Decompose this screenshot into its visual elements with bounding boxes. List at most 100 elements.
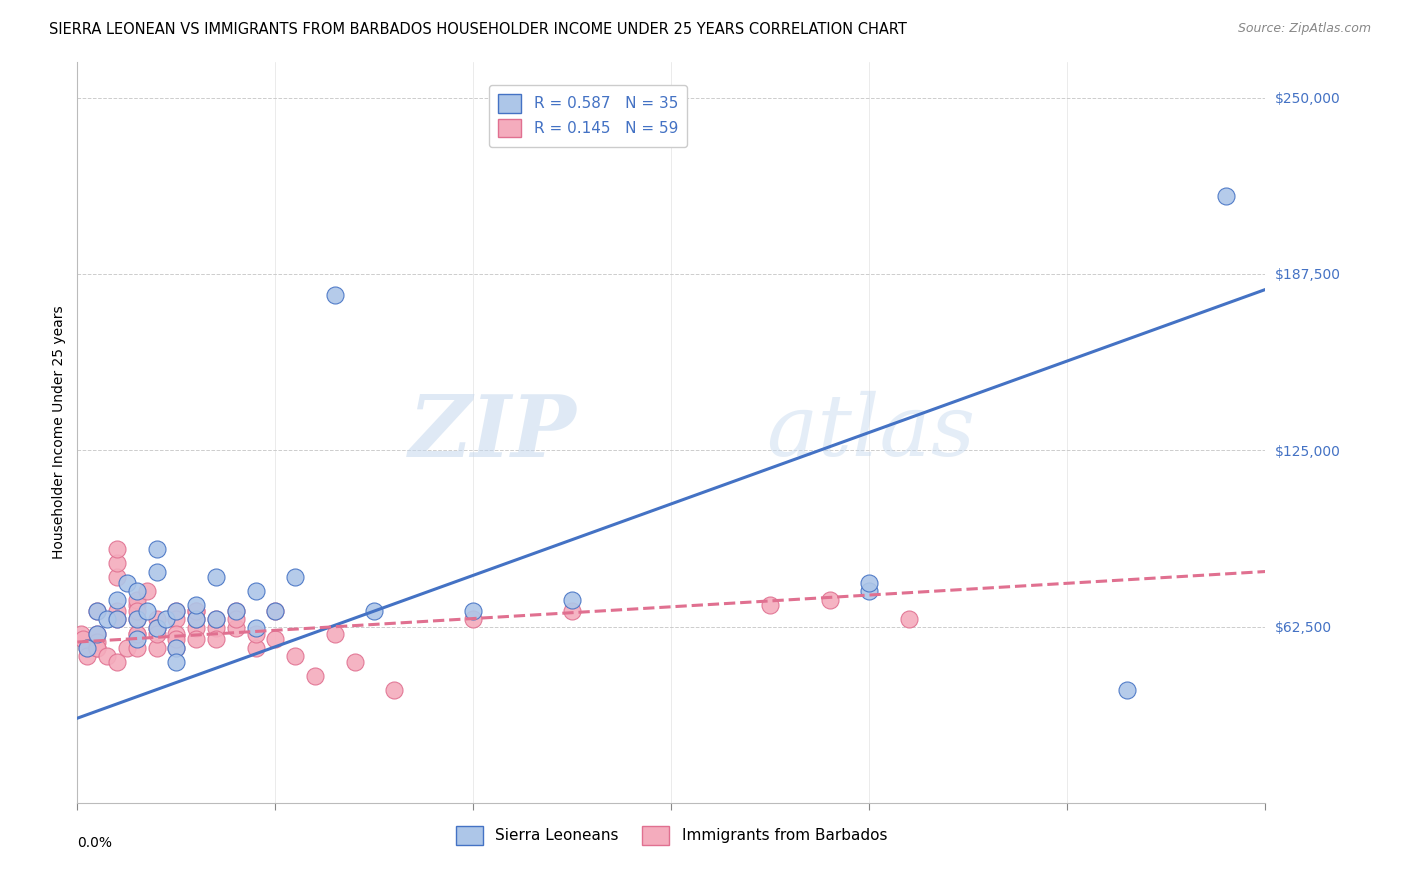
Point bbox=[205, 632, 228, 647]
Point bbox=[125, 612, 148, 626]
Point bbox=[72, 632, 94, 647]
Point bbox=[225, 612, 247, 626]
Point bbox=[225, 604, 247, 618]
Point bbox=[76, 640, 98, 655]
Text: ZIP: ZIP bbox=[409, 391, 576, 475]
Point bbox=[125, 604, 148, 618]
Point bbox=[343, 655, 366, 669]
Point bbox=[145, 612, 167, 626]
Point bbox=[1215, 189, 1237, 203]
Point bbox=[145, 626, 167, 640]
Text: atlas: atlas bbox=[766, 392, 976, 474]
Point bbox=[76, 640, 98, 655]
Point bbox=[165, 626, 187, 640]
Text: 0.0%: 0.0% bbox=[77, 836, 112, 850]
Point bbox=[125, 640, 148, 655]
Point bbox=[186, 612, 208, 626]
Point bbox=[225, 621, 247, 635]
Point bbox=[323, 288, 346, 302]
Point bbox=[125, 626, 148, 640]
Point bbox=[858, 584, 880, 599]
Point bbox=[105, 570, 128, 584]
Point bbox=[264, 604, 287, 618]
Point bbox=[245, 626, 267, 640]
Point bbox=[125, 612, 148, 626]
Point bbox=[115, 640, 138, 655]
Point bbox=[1115, 683, 1137, 698]
Point bbox=[186, 612, 208, 626]
Point bbox=[363, 604, 385, 618]
Point bbox=[165, 632, 187, 647]
Point bbox=[125, 626, 148, 640]
Point bbox=[105, 604, 128, 618]
Point bbox=[323, 626, 346, 640]
Point bbox=[145, 565, 167, 579]
Point bbox=[205, 621, 228, 635]
Point bbox=[205, 612, 228, 626]
Point bbox=[463, 604, 485, 618]
Point bbox=[304, 669, 326, 683]
Point bbox=[898, 612, 921, 626]
Point bbox=[105, 541, 128, 556]
Point bbox=[115, 575, 138, 590]
Point bbox=[264, 604, 287, 618]
Point bbox=[561, 604, 583, 618]
Point bbox=[145, 541, 167, 556]
Point bbox=[205, 612, 228, 626]
Point bbox=[125, 632, 148, 647]
Point bbox=[186, 632, 208, 647]
Point bbox=[264, 632, 287, 647]
Point bbox=[145, 621, 167, 635]
Point bbox=[86, 635, 108, 649]
Point bbox=[245, 584, 267, 599]
Point bbox=[135, 584, 157, 599]
Point bbox=[145, 621, 167, 635]
Y-axis label: Householder Income Under 25 years: Householder Income Under 25 years bbox=[52, 306, 66, 559]
Point bbox=[186, 599, 208, 613]
Point bbox=[245, 621, 267, 635]
Point bbox=[186, 604, 208, 618]
Point bbox=[759, 599, 782, 613]
Text: SIERRA LEONEAN VS IMMIGRANTS FROM BARBADOS HOUSEHOLDER INCOME UNDER 25 YEARS COR: SIERRA LEONEAN VS IMMIGRANTS FROM BARBAD… bbox=[49, 22, 907, 37]
Point bbox=[165, 612, 187, 626]
Point bbox=[186, 621, 208, 635]
Point bbox=[86, 626, 108, 640]
Point bbox=[561, 592, 583, 607]
Point bbox=[165, 640, 187, 655]
Point bbox=[284, 649, 307, 664]
Point bbox=[86, 604, 108, 618]
Point bbox=[96, 612, 118, 626]
Point bbox=[382, 683, 405, 698]
Point bbox=[86, 626, 108, 640]
Text: Source: ZipAtlas.com: Source: ZipAtlas.com bbox=[1237, 22, 1371, 36]
Point bbox=[245, 640, 267, 655]
Point bbox=[125, 592, 148, 607]
Point bbox=[145, 640, 167, 655]
Legend: Sierra Leoneans, Immigrants from Barbados: Sierra Leoneans, Immigrants from Barbado… bbox=[450, 820, 893, 851]
Point bbox=[76, 649, 98, 664]
Point bbox=[165, 640, 187, 655]
Point bbox=[186, 604, 208, 618]
Point bbox=[125, 599, 148, 613]
Point bbox=[86, 604, 108, 618]
Point bbox=[165, 604, 187, 618]
Point bbox=[284, 570, 307, 584]
Point bbox=[165, 655, 187, 669]
Point bbox=[70, 626, 93, 640]
Point bbox=[125, 584, 148, 599]
Point bbox=[205, 570, 228, 584]
Point bbox=[818, 592, 841, 607]
Point bbox=[105, 592, 128, 607]
Point bbox=[105, 556, 128, 570]
Point bbox=[105, 655, 128, 669]
Point bbox=[858, 575, 880, 590]
Point bbox=[225, 604, 247, 618]
Point bbox=[96, 649, 118, 664]
Point bbox=[463, 612, 485, 626]
Point bbox=[86, 640, 108, 655]
Point bbox=[86, 640, 108, 655]
Point bbox=[105, 612, 128, 626]
Point bbox=[165, 604, 187, 618]
Point bbox=[105, 612, 128, 626]
Point bbox=[135, 604, 157, 618]
